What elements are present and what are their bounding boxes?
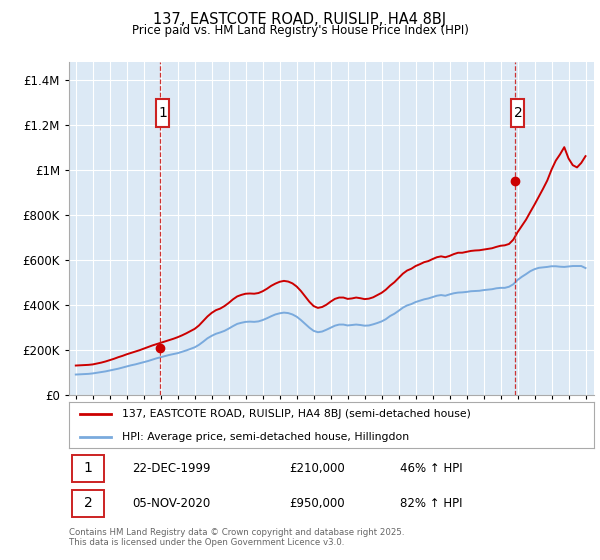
Text: 2: 2 bbox=[83, 496, 92, 510]
Text: 22-DEC-1999: 22-DEC-1999 bbox=[132, 462, 211, 475]
Text: HPI: Average price, semi-detached house, Hillingdon: HPI: Average price, semi-detached house,… bbox=[121, 432, 409, 441]
Text: 1: 1 bbox=[158, 106, 167, 120]
Text: 82% ↑ HPI: 82% ↑ HPI bbox=[400, 497, 462, 510]
Text: Contains HM Land Registry data © Crown copyright and database right 2025.
This d: Contains HM Land Registry data © Crown c… bbox=[69, 528, 404, 547]
Text: 137, EASTCOTE ROAD, RUISLIP, HA4 8BJ (semi-detached house): 137, EASTCOTE ROAD, RUISLIP, HA4 8BJ (se… bbox=[121, 409, 470, 419]
Text: Price paid vs. HM Land Registry's House Price Index (HPI): Price paid vs. HM Land Registry's House … bbox=[131, 24, 469, 36]
Text: 46% ↑ HPI: 46% ↑ HPI bbox=[400, 462, 463, 475]
FancyBboxPatch shape bbox=[71, 490, 104, 516]
Text: 137, EASTCOTE ROAD, RUISLIP, HA4 8BJ: 137, EASTCOTE ROAD, RUISLIP, HA4 8BJ bbox=[154, 12, 446, 27]
FancyBboxPatch shape bbox=[511, 99, 524, 127]
Text: 2: 2 bbox=[514, 106, 522, 120]
Text: 05-NOV-2020: 05-NOV-2020 bbox=[132, 497, 210, 510]
Text: £950,000: £950,000 bbox=[290, 497, 345, 510]
Text: £210,000: £210,000 bbox=[290, 462, 345, 475]
FancyBboxPatch shape bbox=[157, 99, 169, 127]
FancyBboxPatch shape bbox=[71, 455, 104, 482]
Text: 1: 1 bbox=[83, 461, 92, 475]
